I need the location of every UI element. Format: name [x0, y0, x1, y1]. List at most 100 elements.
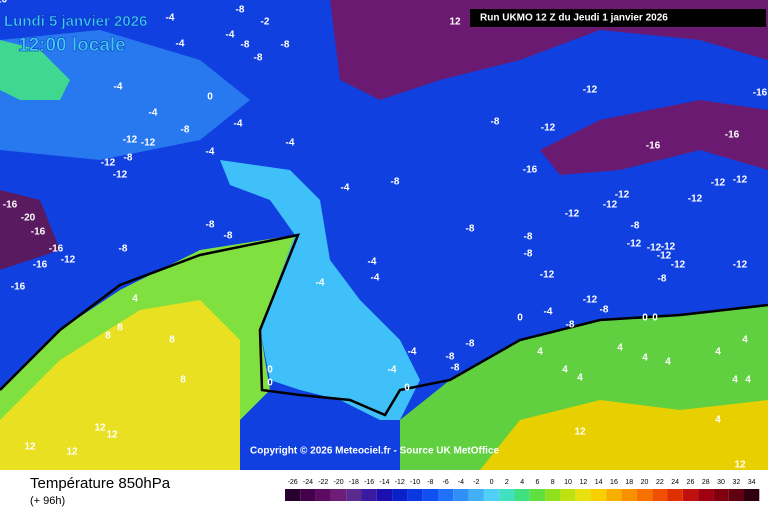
contour-label: -8	[466, 339, 475, 350]
contour-label: -12	[733, 175, 748, 186]
contour-label: -4	[368, 257, 377, 268]
contour-label: -16	[523, 165, 538, 176]
contour-label: -8	[241, 40, 250, 51]
legend-swatch	[407, 489, 423, 501]
contour-label: -12	[615, 190, 630, 201]
contour-label: -12	[603, 200, 618, 211]
legend-swatch	[606, 489, 622, 501]
contour-label: 0	[267, 365, 273, 376]
contour-label: -16	[49, 244, 64, 255]
contour-label: -20	[21, 213, 36, 224]
contour-label: -8	[524, 232, 533, 243]
contour-label: -12	[671, 260, 686, 271]
legend-swatch	[468, 489, 484, 501]
contour-label: -16	[3, 200, 18, 211]
legend-label: 18	[625, 479, 633, 486]
legend-swatch	[392, 489, 408, 501]
legend-label: 22	[656, 479, 664, 486]
legend-swatch	[376, 489, 393, 501]
contour-label: -4	[388, 365, 397, 376]
contour-label: -8	[600, 305, 609, 316]
contour-label: 4	[715, 415, 721, 426]
legend-swatch	[713, 489, 729, 501]
legend-swatch	[529, 489, 546, 501]
contour-label: -8	[254, 53, 263, 64]
contour-label: -12	[627, 239, 642, 250]
contour-label: -8	[451, 363, 460, 374]
contour-label: 4	[577, 373, 583, 384]
contour-label: -8	[181, 125, 190, 136]
contour-label: -8	[446, 352, 455, 363]
legend-swatch	[315, 489, 331, 501]
legend-swatch	[621, 489, 637, 501]
legend-label: -26	[288, 479, 298, 486]
contour-label: -16	[11, 282, 26, 293]
contour-label: 8	[180, 375, 186, 386]
contour-label: 12	[106, 430, 118, 441]
contour-label: -4	[371, 273, 380, 284]
contour-label: -16	[31, 227, 46, 238]
legend-swatch	[422, 489, 438, 501]
contour-label: 4	[715, 347, 721, 358]
contour-label: 4	[617, 343, 623, 354]
contour-label: 4	[742, 335, 748, 346]
footer-lead: (+ 96h)	[30, 495, 65, 507]
contour-label: -12	[565, 209, 580, 220]
legend-label: -24	[303, 479, 313, 486]
contour-label: -12	[61, 255, 76, 266]
contour-label: -4	[408, 347, 417, 358]
contour-label: -4	[286, 138, 295, 149]
legend-label: -4	[458, 479, 464, 486]
legend-swatch	[744, 489, 760, 501]
contour-label: -4	[166, 13, 175, 24]
contour-label: 4	[745, 375, 751, 386]
contour-label: 8	[117, 323, 123, 334]
contour-label: -4	[234, 119, 243, 130]
contour-label: 4	[665, 357, 671, 368]
contour-label: 12	[66, 447, 78, 458]
contour-label: -8	[491, 117, 500, 128]
legend-label: -20	[333, 479, 343, 486]
contour-label: -4	[206, 147, 215, 158]
map-title: Lundi 5 janvier 2026	[4, 13, 147, 30]
legend-swatch	[591, 489, 607, 501]
contour-label: -8	[524, 249, 533, 260]
contour-label: -4	[316, 278, 325, 289]
contour-label: -2	[261, 17, 270, 28]
legend-swatch	[300, 489, 316, 501]
contour-label: -12	[661, 242, 676, 253]
contour-label: -12	[688, 194, 703, 205]
contour-label: -20	[0, 0, 8, 6]
contour-label: -12	[711, 178, 726, 189]
legend-label: 20	[641, 479, 649, 486]
contour-label: -12	[733, 260, 748, 271]
contour-label: 4	[732, 375, 738, 386]
copyright: Copyright © 2026 Meteociel.fr - Source U…	[250, 446, 500, 457]
legend-swatch	[438, 489, 454, 501]
contour-label: -4	[341, 183, 350, 194]
contour-label: -16	[753, 88, 768, 99]
legend-label: 6	[535, 479, 539, 486]
contour-label: 12	[734, 460, 746, 471]
legend-swatch	[545, 489, 561, 501]
contour-label: 0	[267, 378, 273, 389]
legend-swatch	[698, 489, 714, 501]
contour-label: -8	[236, 5, 245, 16]
contour-label: 12	[94, 423, 106, 434]
legend-swatch	[361, 489, 377, 501]
legend-label: 26	[687, 479, 695, 486]
contour-label: -12	[647, 243, 662, 254]
contour-label: -16	[646, 141, 661, 152]
run-box	[470, 9, 766, 27]
contour-label: 12	[449, 17, 461, 28]
legend-swatch	[483, 489, 500, 501]
contour-label: -4	[114, 82, 123, 93]
contour-label: -8	[119, 244, 128, 255]
contour-label: 0	[404, 383, 410, 394]
contour-label: 4	[537, 347, 543, 358]
legend-label: 28	[702, 479, 710, 486]
contour-label: -12	[541, 123, 556, 134]
contour-label: 12	[24, 442, 36, 453]
contour-label: -8	[206, 220, 215, 231]
legend-swatch	[652, 489, 668, 501]
